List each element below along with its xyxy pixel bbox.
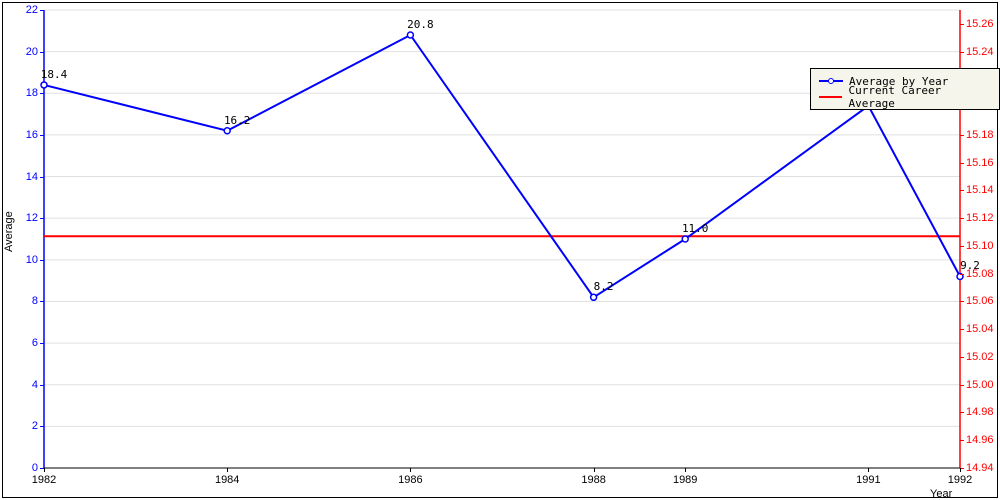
y-left-tick-label: 20: [26, 46, 38, 58]
y-left-tick-label: 16: [26, 129, 38, 141]
y-right-tick-label: 15.16: [966, 157, 994, 169]
y-left-tick-label: 0: [32, 462, 38, 474]
y-right-tick-label: 15.14: [966, 184, 994, 196]
data-point-label: 11.0: [682, 222, 709, 235]
y-left-tick-label: 14: [26, 171, 38, 183]
y-left-tick-label: 8: [32, 295, 38, 307]
x-tick-label: 1991: [856, 474, 880, 486]
y-right-tick-label: 14.94: [966, 462, 994, 474]
data-point-label: 9.2: [960, 259, 980, 272]
data-point-label: 18.4: [41, 68, 68, 81]
x-tick-label: 1986: [398, 474, 422, 486]
y-right-tick-label: 15.26: [966, 18, 994, 30]
legend-swatch-career: [819, 96, 842, 98]
y-axis-label: Average: [3, 238, 15, 252]
y-right-tick-label: 15.04: [966, 323, 994, 335]
legend-swatch-avg: [819, 80, 843, 82]
y-right-tick-label: 15.00: [966, 379, 994, 391]
y-right-tick-label: 15.24: [966, 46, 994, 58]
y-left-tick-label: 22: [26, 4, 38, 16]
x-tick-label: 1989: [673, 474, 697, 486]
data-point-label: 16.2: [224, 114, 251, 127]
legend-item-career: Current Career Average: [819, 89, 991, 105]
y-right-tick-label: 15.18: [966, 129, 994, 141]
y-right-tick-label: 14.98: [966, 406, 994, 418]
x-tick-label: 1988: [581, 474, 605, 486]
legend: Average by Year Current Career Average: [810, 68, 1000, 110]
y-left-tick-label: 4: [32, 379, 38, 391]
y-right-tick-label: 15.10: [966, 240, 994, 252]
y-right-tick-label: 14.96: [966, 434, 994, 446]
legend-label-career: Current Career Average: [848, 84, 991, 110]
y-left-tick-label: 12: [26, 212, 38, 224]
y-left-tick-label: 18: [26, 87, 38, 99]
y-left-tick-label: 2: [32, 420, 38, 432]
x-tick-label: 1982: [32, 474, 56, 486]
y-right-tick-label: 15.02: [966, 351, 994, 363]
y-left-tick-label: 6: [32, 337, 38, 349]
data-point-label: 20.8: [407, 18, 434, 31]
chart-container: 0 2 4 6 8 10 12 14 16 18 20 22 14.94 14.96 14.98 15.00…: [0, 0, 1000, 500]
y-right-tick-label: 15.12: [966, 212, 994, 224]
x-tick-label: 1992: [948, 474, 972, 486]
data-point-label: 8.2: [594, 280, 614, 293]
y-left-tick-label: 10: [26, 254, 38, 266]
y-right-tick-label: 15.06: [966, 295, 994, 307]
x-tick-label: 1984: [215, 474, 239, 486]
x-axis-label: Year: [930, 488, 952, 500]
